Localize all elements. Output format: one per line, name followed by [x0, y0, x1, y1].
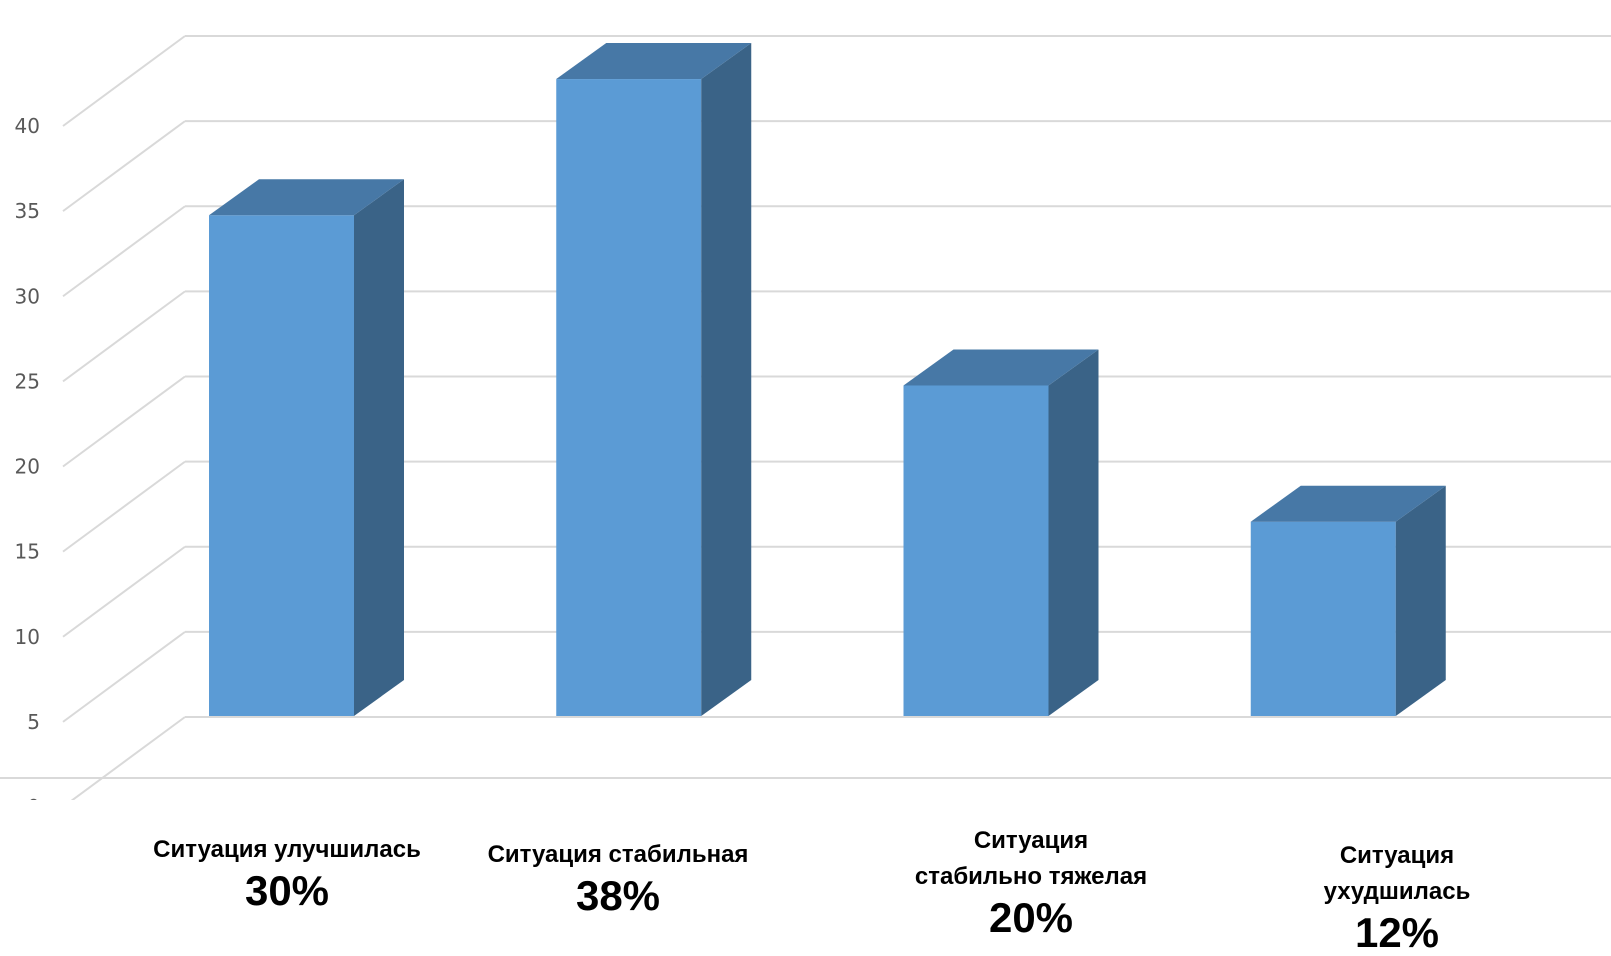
y-tick-label: 20	[15, 455, 40, 479]
data-label: 38%	[575, 872, 661, 919]
bars	[209, 43, 1446, 717]
bar	[1250, 485, 1446, 716]
bar-top	[209, 179, 404, 216]
data-label: 20%	[988, 894, 1074, 941]
bar-top	[1250, 485, 1446, 522]
category-name: Ситуация улучшилась	[153, 836, 421, 863]
y-tick-label: 10	[15, 625, 40, 649]
bar-top	[556, 43, 752, 80]
category-label: Ситуация улучшилась 30%	[153, 832, 421, 914]
bar-chart-3d: 0 5 10 15 20 25 30 35 40	[0, 35, 1611, 800]
y-tick-label: 40	[15, 114, 40, 138]
category-name: Ситуация стабильно тяжелая	[914, 827, 1148, 890]
bar-top	[903, 349, 1099, 386]
y-axis: 0 5 10 15 20 25 30 35 40	[15, 114, 40, 800]
category-label: Ситуация стабильная 38%	[488, 837, 749, 919]
y-tick-label: 25	[15, 369, 40, 393]
side-gridline	[62, 120, 186, 212]
y-tick-label: 15	[15, 540, 40, 564]
y-tick-label: 30	[15, 284, 40, 308]
bar	[903, 349, 1099, 716]
category-name: Ситуация стабильная	[487, 841, 749, 868]
side-gridline	[62, 545, 186, 638]
bar-side	[354, 179, 404, 716]
side-gridline	[62, 35, 186, 127]
bar-front	[1250, 521, 1396, 716]
category-name: Ситуация ухудшилась	[1323, 842, 1471, 905]
category-label: Ситуация стабильно тяжелая 20%	[915, 823, 1147, 941]
bar-front	[903, 385, 1049, 716]
y-tick-label: 0	[27, 795, 40, 800]
bar-side	[701, 43, 752, 717]
grid-layer	[0, 35, 1611, 800]
side-gridline	[62, 375, 186, 468]
side-gridline	[62, 205, 186, 298]
bar	[556, 43, 752, 717]
bar	[209, 179, 404, 716]
bar-front	[556, 79, 702, 717]
side-gridline	[62, 631, 186, 723]
side-gridline	[62, 290, 186, 383]
side-gridline	[62, 460, 186, 553]
y-tick-label: 5	[27, 710, 40, 734]
data-label: 12%	[1354, 909, 1440, 956]
data-label: 30%	[244, 867, 330, 914]
bar-side	[1048, 349, 1099, 716]
bar-side	[1395, 485, 1446, 716]
y-tick-label: 35	[15, 199, 40, 223]
bar-front	[209, 215, 354, 716]
side-gridline	[70, 716, 186, 800]
category-label: Ситуация ухудшилась 12%	[1290, 838, 1504, 956]
